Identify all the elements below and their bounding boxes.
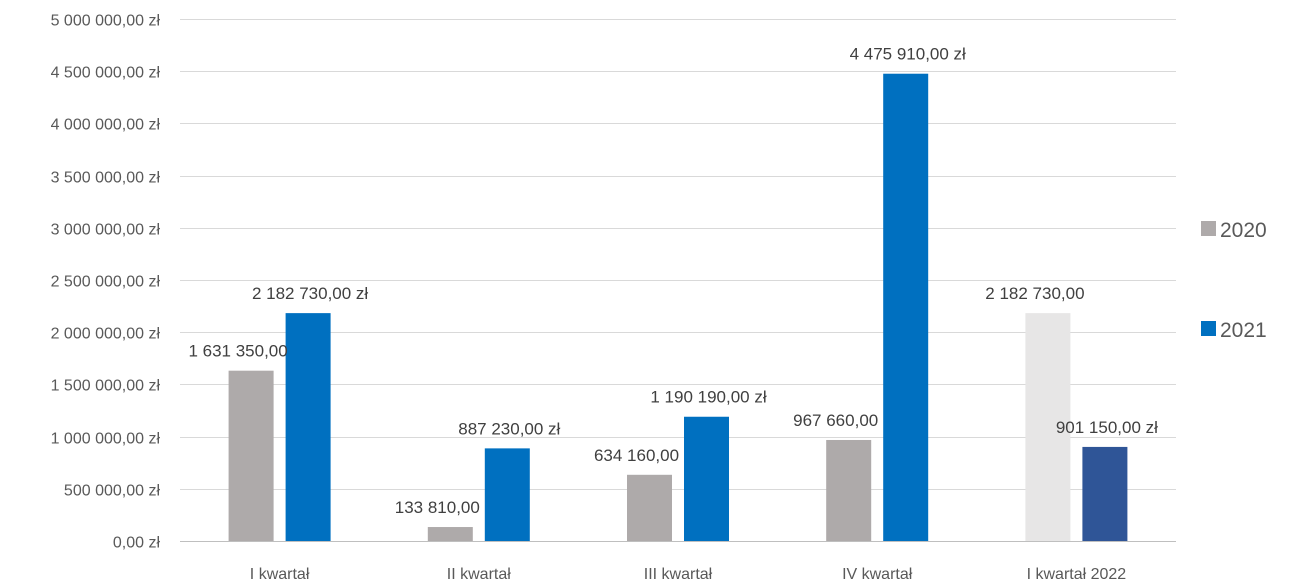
data-label: 1 631 350,00 [188, 342, 287, 361]
data-label: 967 660,00 [793, 411, 878, 430]
data-label: 133 810,00 [395, 498, 480, 517]
bar-2021 [484, 448, 530, 541]
bars [228, 73, 1128, 541]
data-label: 901 150,00 zł [1056, 418, 1158, 437]
category-label: II kwartał [447, 566, 511, 583]
y-tick-label: 3 000 000,00 zł [51, 222, 161, 239]
bar-2020 [1025, 313, 1071, 541]
legend: 2020 2021 [1201, 219, 1267, 342]
y-tick-label: 1 000 000,00 zł [51, 431, 161, 448]
category-label: I kwartał [250, 566, 310, 583]
data-labels: 1 631 350,00 2 182 730,00 zł 133 810,00 887… [188, 45, 1158, 517]
legend-swatch-2020 [1201, 221, 1216, 236]
bar-2020 [228, 370, 274, 541]
data-label: 4 475 910,00 zł [850, 45, 966, 64]
bar-2021 [883, 73, 929, 541]
y-tick-label: 4 500 000,00 zł [51, 65, 161, 82]
data-label: 2 182 730,00 zł [252, 284, 368, 303]
bar-2020 [627, 474, 672, 541]
bar-2020 [826, 439, 872, 541]
y-tick-label: 2 000 000,00 zł [51, 326, 161, 343]
data-label: 1 190 190,00 zł [650, 388, 766, 407]
data-label: 2 182 730,00 [985, 284, 1084, 303]
y-tick-label: 2 500 000,00 zł [51, 274, 161, 291]
y-tick-label: 500 000,00 zł [64, 483, 161, 500]
data-label: 887 230,00 zł [458, 419, 560, 438]
category-label: III kwartał [644, 566, 713, 583]
y-axis-tick-labels: 0,00 zł 500 000,00 zł 1 000 000,00 zł 1 500… [51, 13, 161, 552]
category-label: IV kwartał [842, 566, 913, 583]
bar-2021 [1082, 446, 1128, 541]
y-tick-label: 3 500 000,00 zł [51, 170, 161, 187]
legend-label-2020: 2020 [1220, 219, 1267, 242]
bar-2021 [285, 313, 331, 541]
gridlines [180, 19, 1176, 542]
y-tick-label: 0,00 zł [113, 535, 161, 552]
y-tick-label: 1 500 000,00 zł [51, 378, 161, 395]
legend-label-2021: 2021 [1220, 319, 1267, 342]
legend-swatch-2021 [1201, 321, 1216, 336]
x-axis-category-labels: I kwartał II kwartał III kwartał IV kwartał… [250, 566, 1126, 583]
data-label: 634 160,00 [594, 446, 679, 465]
bar-2021 [684, 416, 729, 541]
category-label: I kwartał 2022 [1027, 566, 1127, 583]
y-tick-label: 4 000 000,00 zł [51, 117, 161, 134]
bar-2020 [427, 527, 473, 541]
y-tick-label: 5 000 000,00 zł [51, 13, 161, 30]
